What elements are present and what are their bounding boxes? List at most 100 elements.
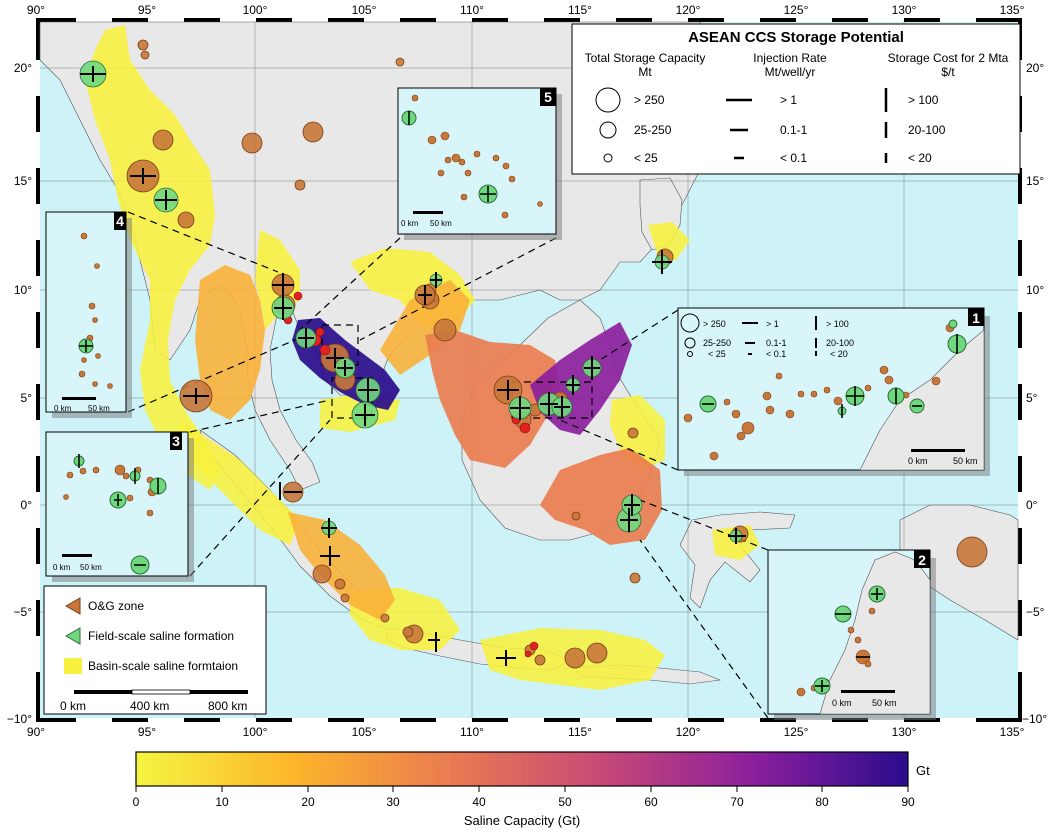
- lon-tick: 135°: [1000, 725, 1025, 739]
- og-marker: [629, 572, 641, 584]
- axis-labels: 90° 95° 100° 105° 110° 115° 120° 125° 13…: [7, 3, 1048, 739]
- og-marker: [137, 39, 149, 51]
- legend-title: ASEAN CCS Storage Potential: [688, 29, 904, 46]
- og-marker: [534, 654, 546, 666]
- inset-1: 1 > 250 25-250 < 25 > 1 0.1-1 < 0.1 > 10…: [677, 307, 990, 476]
- inset-2: 2 0 km 50 km: [767, 549, 936, 720]
- lat-tick: 15°: [1026, 174, 1044, 188]
- lat-tick: −10°: [7, 712, 32, 726]
- colorbar-tick: 10: [215, 795, 229, 809]
- og-marker: [140, 50, 150, 60]
- lon-tick: 95°: [138, 3, 156, 17]
- og-marker: [312, 564, 332, 584]
- inset-scale-start: 0 km: [54, 404, 72, 413]
- colorbar-tick: 20: [301, 795, 315, 809]
- basin-region-myanmar: [85, 25, 220, 490]
- og-marker: [395, 57, 405, 67]
- og-marker: [241, 132, 263, 154]
- lon-tick: 100°: [243, 3, 268, 17]
- legend-cap-row: < 25: [634, 151, 658, 165]
- lon-tick: 110°: [460, 3, 484, 17]
- inset1-rate-row: < 0.1: [766, 349, 786, 359]
- inset-5: 5 0 km 50 km: [397, 87, 562, 240]
- og-marker: [340, 593, 350, 603]
- lat-tick: 10°: [1026, 283, 1044, 297]
- lat-tick: −5°: [14, 605, 33, 619]
- inset-number: 1: [972, 310, 980, 326]
- inset1-cap-row: 25-250: [703, 338, 731, 348]
- inset-connectors: [127, 211, 769, 719]
- inset1-cost-row: 20-100: [826, 338, 854, 348]
- legend-scale-0: 0 km: [60, 699, 86, 713]
- legend-rate-row: < 0.1: [780, 151, 807, 165]
- colorbar-unit: Gt: [916, 763, 930, 778]
- inset-scale-end: 50 km: [872, 698, 897, 708]
- basin-region-sarawak: [425, 330, 560, 468]
- storage-legend: ASEAN CCS Storage Potential Total Storag…: [571, 23, 1021, 175]
- legend-cost-row: < 20: [908, 151, 932, 165]
- field-legend-icon: [64, 627, 81, 645]
- lon-tick: 130°: [892, 725, 917, 739]
- inset-scale-end: 50 km: [88, 404, 110, 413]
- inset-scale-start: 0 km: [908, 456, 928, 466]
- basin-region-west-natuna: [380, 280, 470, 375]
- inset-scale-end: 50 km: [953, 456, 978, 466]
- legend-rate-row: > 1: [780, 93, 797, 107]
- lon-tick: 110°: [460, 725, 484, 739]
- lon-tick: 120°: [676, 725, 701, 739]
- basin-region-south-sumatra: [288, 512, 395, 620]
- lon-tick: 105°: [352, 725, 377, 739]
- lat-tick: 5°: [1026, 391, 1038, 405]
- legend-scale-400: 400 km: [130, 699, 169, 713]
- inset-4: 4 0 km 50 km: [45, 211, 132, 418]
- inset1-cap-row: < 25: [708, 349, 726, 359]
- lon-tick: 95°: [138, 725, 156, 739]
- lon-tick: 90°: [27, 3, 45, 17]
- basin-region-sumatra-north: [180, 420, 300, 545]
- inset-scale-end: 50 km: [80, 563, 102, 572]
- legend-col1-unit: Mt: [638, 65, 652, 79]
- lat-tick: 10°: [14, 283, 32, 297]
- lat-tick: 5°: [21, 391, 33, 405]
- legend-col2-title: Injection Rate: [753, 51, 827, 65]
- lat-tick: −5°: [1026, 605, 1045, 619]
- lon-tick: 100°: [243, 725, 268, 739]
- inset1-rate-row: > 1: [766, 319, 779, 329]
- og-zone-legend-icon: [64, 597, 81, 615]
- og-marker: [402, 626, 414, 638]
- lat-tick: 20°: [1026, 61, 1044, 75]
- og-marker: [564, 647, 586, 669]
- legend-cap-row: 25-250: [634, 123, 672, 137]
- lon-tick: 125°: [784, 725, 809, 739]
- inset-number: 3: [172, 433, 180, 449]
- inset-scale-start: 0 km: [832, 698, 852, 708]
- lat-tick: −10°: [1022, 712, 1047, 726]
- land-sulawesi: [679, 511, 796, 609]
- lat-tick: 0°: [21, 498, 33, 512]
- rate-cost-glyphs: [80, 66, 746, 666]
- colorbar-label: Saline Capacity (Gt): [464, 813, 580, 828]
- og-marker: [334, 578, 346, 590]
- lon-tick: 115°: [568, 725, 592, 739]
- og-marker: [302, 121, 324, 143]
- og-marker: [294, 179, 306, 191]
- legend-basin: Basin-scale saline formtaion: [88, 659, 238, 673]
- basin-legend-icon: [64, 658, 82, 674]
- og-marker: [571, 511, 581, 521]
- lon-tick: 120°: [676, 3, 701, 17]
- legend-cost-row: > 100: [908, 93, 939, 107]
- lon-tick: 105°: [352, 3, 377, 17]
- colorbar-tick: 0: [133, 795, 140, 809]
- legend-cost-row: 20-100: [908, 123, 946, 137]
- inset-number: 4: [116, 213, 124, 229]
- inset1-cost-row: < 20: [830, 349, 848, 359]
- legend-col2-unit: Mt/well/yr: [765, 65, 816, 79]
- og-marker: [433, 318, 457, 342]
- colorbar-tick: 80: [815, 795, 829, 809]
- symbol-legend: O&G zone Field-scale saline formation Ba…: [43, 585, 267, 715]
- inset-number: 2: [918, 552, 926, 568]
- lon-tick: 125°: [784, 3, 809, 17]
- inset-number: 5: [544, 89, 552, 105]
- inset-scale-end: 50 km: [430, 219, 452, 228]
- lat-tick: 15°: [14, 174, 32, 188]
